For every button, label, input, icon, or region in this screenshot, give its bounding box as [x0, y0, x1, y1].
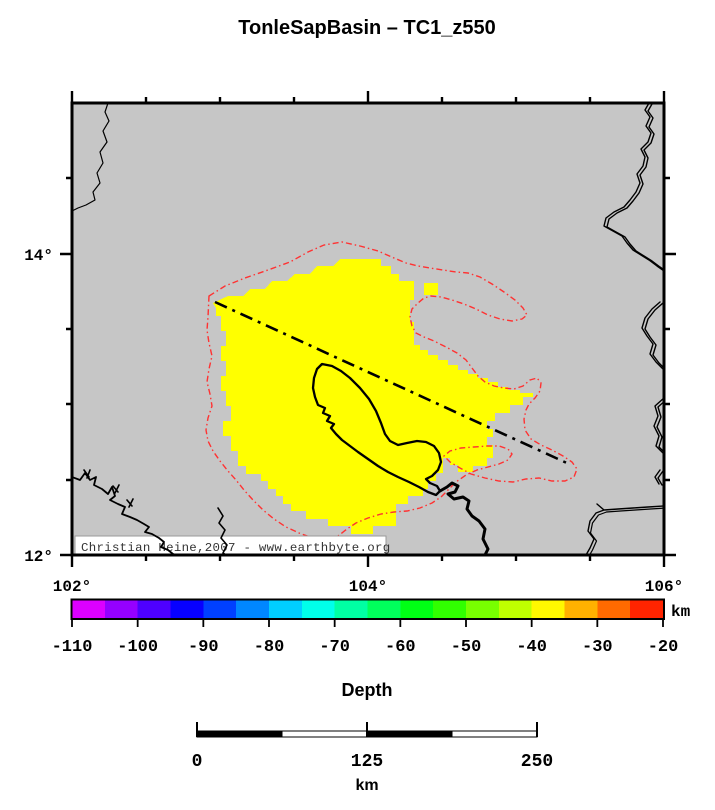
- mekong-river: [603, 104, 663, 485]
- basin-fill: [213, 259, 536, 534]
- scalebar-tick-label-250: 250: [521, 752, 553, 772]
- colorbar-tick-label: -90: [188, 638, 219, 657]
- lat-label-12: 12°: [24, 548, 53, 566]
- colorbar-segment: [137, 600, 171, 618]
- lon-label-104: 104°: [349, 578, 387, 596]
- colorbar-segment: [433, 600, 467, 618]
- colorbar-segment: [367, 600, 401, 618]
- colorbar-axis-label: Depth: [342, 680, 393, 700]
- lower-right-river: [586, 503, 663, 554]
- colorbar-segment: [334, 600, 368, 618]
- colorbar-segment: [531, 600, 565, 618]
- coastline: [73, 472, 175, 554]
- scalebar-segment-white-1: [281, 730, 368, 738]
- colorbar-segment: [301, 600, 336, 618]
- map-ticks-top: [70, 91, 666, 103]
- mekong-river-bank: [606, 104, 663, 486]
- map-ticks: [60, 91, 676, 567]
- colorbar-unit-label: km: [671, 603, 691, 621]
- colorbar-tick-labels: -110 -100 -90 -80 -70 -60 -50 -40 -30 -20: [52, 638, 679, 657]
- colorbar-segment: [269, 600, 303, 618]
- figure-title: TonleSapBasin – TC1_z550: [238, 17, 496, 39]
- basin-depth-contour: [205, 241, 578, 540]
- scalebar-ticks: [196, 722, 538, 737]
- colorbar-tick-label: -60: [385, 638, 416, 657]
- coastal-islands: [83, 469, 134, 508]
- hydrography: [73, 104, 663, 554]
- lower-right-river-bank: [589, 507, 663, 554]
- colorbar-segment: [72, 600, 106, 618]
- scalebar-unit-label: km: [355, 777, 378, 794]
- colorbar-segment: [170, 600, 204, 618]
- map-ticks-bottom: [70, 555, 666, 567]
- distance-scalebar: 0 125 250 km: [192, 722, 553, 794]
- copyright-text: Christian Heine,2007 - www.earthbyte.org: [81, 541, 390, 555]
- colorbar-segment: [400, 600, 434, 618]
- colorbar-segment: [597, 600, 631, 618]
- colorbar-ticks: [71, 619, 664, 627]
- colorbar-tick-label: -50: [451, 638, 482, 657]
- colorbar-segment: [104, 600, 139, 618]
- colorbar-frame: [70, 598, 665, 620]
- copyright-background: [74, 535, 387, 554]
- lon-label-102: 102°: [53, 578, 91, 596]
- colorbar-segment: [466, 600, 500, 618]
- scalebar-segment-black-1: [196, 730, 283, 738]
- colorbar-tick-label: -80: [254, 638, 285, 657]
- lat-label-14: 14°: [24, 247, 53, 265]
- scalebar-tick-label-125: 125: [351, 752, 383, 772]
- colorbar-tick-label: -20: [648, 638, 679, 657]
- basin-region: [213, 259, 536, 534]
- colorbar-tick-label: -40: [516, 638, 547, 657]
- colorbar: -110 -100 -90 -80 -70 -60 -50 -40 -30 -20 km Dept…: [52, 598, 691, 700]
- colorbar-segments: [72, 600, 664, 618]
- basin-island-cell: [424, 283, 438, 295]
- colorbar-tick-label: -110: [52, 638, 93, 657]
- scalebar-segment-white-2: [451, 730, 538, 738]
- tonle-sap-lake-outline: [311, 362, 443, 497]
- scalebar-segment-black-2: [366, 730, 453, 738]
- colorbar-segment: [630, 600, 664, 618]
- colorbar-tick-label: -100: [117, 638, 158, 657]
- scalebar-tick-label-0: 0: [192, 752, 203, 772]
- map-ticks-right: [664, 176, 676, 557]
- copyright-box: Christian Heine,2007 - www.earthbyte.org: [74, 535, 390, 555]
- colorbar-segment: [236, 600, 270, 618]
- lon-label-106: 106°: [645, 578, 683, 596]
- colorbar-tick-label: -70: [319, 638, 350, 657]
- colorbar-segment: [203, 600, 237, 618]
- colorbar-tick-label: -30: [582, 638, 613, 657]
- colorbar-segment: [498, 600, 533, 618]
- cross-section-line: [214, 300, 570, 466]
- coastal-stream: [217, 507, 228, 554]
- tonle-sap-river: [438, 481, 490, 554]
- colorbar-segment: [564, 600, 598, 618]
- upper-left-river: [73, 104, 110, 211]
- map-ticks-left: [60, 176, 72, 557]
- map: Christian Heine,2007 - www.earthbyte.org: [24, 91, 683, 596]
